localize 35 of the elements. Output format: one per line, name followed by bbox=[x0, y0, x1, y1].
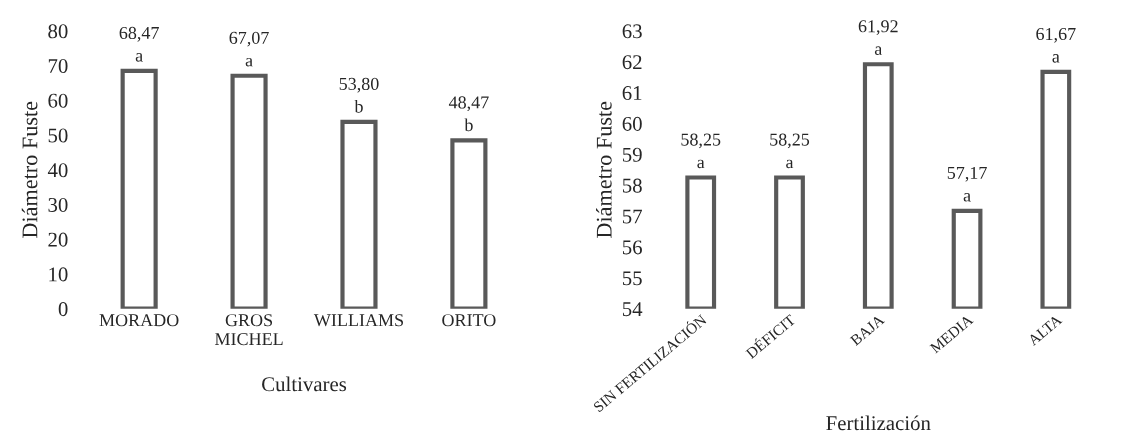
y-tick-label: 80 bbox=[48, 24, 68, 39]
y-tick-label: 0 bbox=[58, 302, 68, 317]
x-tick-label: WILLIAMS bbox=[313, 314, 403, 327]
y-tick-label: 55 bbox=[622, 271, 642, 286]
x-tick-label: MORADO bbox=[99, 314, 179, 327]
data-label: 61,67 a bbox=[1036, 27, 1076, 63]
y-axis-title: Diámetro Fuste bbox=[596, 101, 612, 238]
data-label: 58,25 a bbox=[770, 133, 810, 169]
data-label: 61,92 a bbox=[858, 20, 898, 55]
y-tick-label: 10 bbox=[49, 267, 68, 282]
y-axis-title: Diámetro Fuste bbox=[21, 101, 38, 238]
data-label: 57,17 a bbox=[947, 166, 987, 202]
data-label: 68,47 a bbox=[119, 26, 159, 62]
y-tick-label: 60 bbox=[622, 116, 642, 131]
y-tick-label: 56 bbox=[622, 240, 642, 255]
y-tick-label: 58 bbox=[622, 178, 642, 193]
x-tick-label: GROS MICHEL bbox=[214, 314, 283, 346]
y-tick-label: 61 bbox=[622, 86, 642, 101]
x-axis-title: Cultivares bbox=[262, 376, 347, 392]
y-tick-label: 20 bbox=[48, 232, 68, 247]
y-tick-label: 40 bbox=[47, 163, 68, 178]
y-tick-label: 63 bbox=[622, 24, 642, 39]
y-tick-label: 57 bbox=[622, 209, 642, 224]
data-label: 58,25 a bbox=[681, 133, 721, 169]
y-tick-label: 62 bbox=[622, 55, 642, 70]
y-tick-label: 60 bbox=[48, 93, 68, 108]
data-label: 53,80 b bbox=[339, 77, 379, 113]
data-label: 48,47 b bbox=[448, 96, 489, 132]
x-tick-label: ORITO bbox=[442, 314, 496, 327]
y-tick-label: 50 bbox=[48, 128, 68, 143]
x-axis-title: Fertilización bbox=[826, 415, 931, 431]
y-tick-label: 70 bbox=[48, 58, 68, 74]
y-tick-label: 59 bbox=[622, 147, 642, 162]
data-label: 67,07 a bbox=[229, 31, 269, 67]
y-tick-label: 30 bbox=[48, 197, 68, 212]
